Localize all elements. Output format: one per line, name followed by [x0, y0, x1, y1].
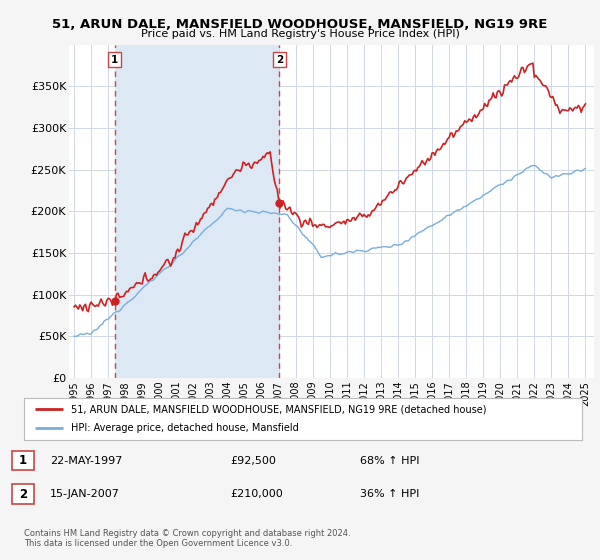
FancyBboxPatch shape: [12, 484, 34, 504]
Text: 2: 2: [19, 488, 27, 501]
Text: 15-JAN-2007: 15-JAN-2007: [50, 489, 120, 499]
Text: 51, ARUN DALE, MANSFIELD WOODHOUSE, MANSFIELD, NG19 9RE (detached house): 51, ARUN DALE, MANSFIELD WOODHOUSE, MANS…: [71, 404, 487, 414]
Text: £92,500: £92,500: [230, 456, 276, 465]
Text: Price paid vs. HM Land Registry's House Price Index (HPI): Price paid vs. HM Land Registry's House …: [140, 29, 460, 39]
Bar: [115, 45, 280, 378]
Text: 51, ARUN DALE, MANSFIELD WOODHOUSE, MANSFIELD, NG19 9RE: 51, ARUN DALE, MANSFIELD WOODHOUSE, MANS…: [52, 18, 548, 31]
Text: This data is licensed under the Open Government Licence v3.0.: This data is licensed under the Open Gov…: [24, 539, 292, 548]
Text: HPI: Average price, detached house, Mansfield: HPI: Average price, detached house, Mans…: [71, 423, 299, 433]
Text: 1: 1: [111, 55, 118, 65]
Text: Contains HM Land Registry data © Crown copyright and database right 2024.: Contains HM Land Registry data © Crown c…: [24, 529, 350, 538]
FancyBboxPatch shape: [12, 451, 34, 470]
Text: £210,000: £210,000: [230, 489, 283, 499]
Text: 1: 1: [19, 454, 27, 467]
Text: 68% ↑ HPI: 68% ↑ HPI: [360, 456, 419, 465]
Text: 22-MAY-1997: 22-MAY-1997: [50, 456, 122, 465]
Text: 2: 2: [276, 55, 283, 65]
Text: 36% ↑ HPI: 36% ↑ HPI: [360, 489, 419, 499]
